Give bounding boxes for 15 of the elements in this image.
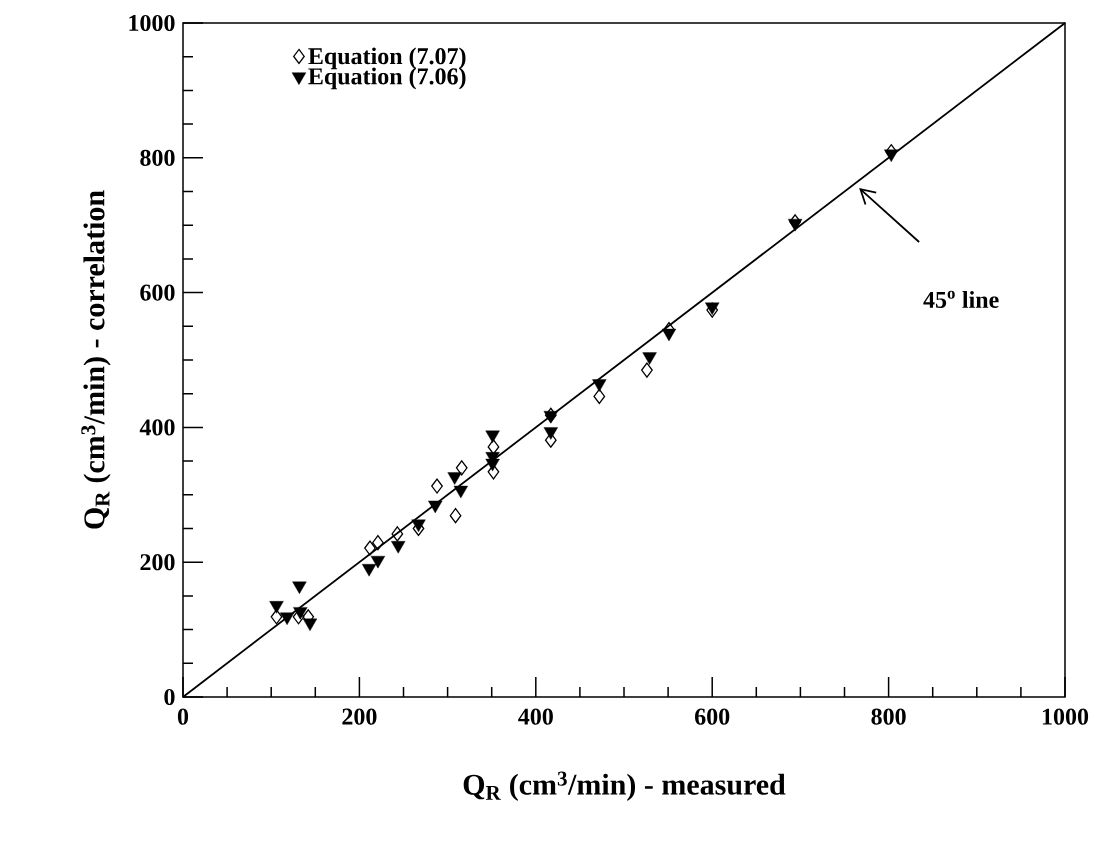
y-tick-label: 0	[164, 688, 175, 706]
y-tick-label: 600	[140, 284, 175, 301]
x-axis-title: Q$_{R}$ (cm$^{3}$/min) - measured	[463, 771, 786, 801]
x-tick-label: 0	[177, 708, 189, 725]
annotation: 45$^{o}$ line	[923, 290, 999, 308]
x-tick-label: 800	[871, 708, 906, 725]
y-tick-label: 200	[140, 554, 175, 571]
x-tick-label: 1000	[1042, 708, 1089, 725]
x-tick-label: 600	[695, 708, 730, 725]
y-tick-label: 400	[139, 419, 175, 436]
y-tick-label: 800	[140, 149, 175, 166]
y-axis-title: Q$_{R}$ (cm$^{3}$/min) - correlation	[81, 190, 111, 529]
x-tick-label: 200	[342, 708, 377, 725]
y-tick-label: 1000	[129, 14, 175, 32]
x-tick-label: 400	[518, 708, 553, 725]
